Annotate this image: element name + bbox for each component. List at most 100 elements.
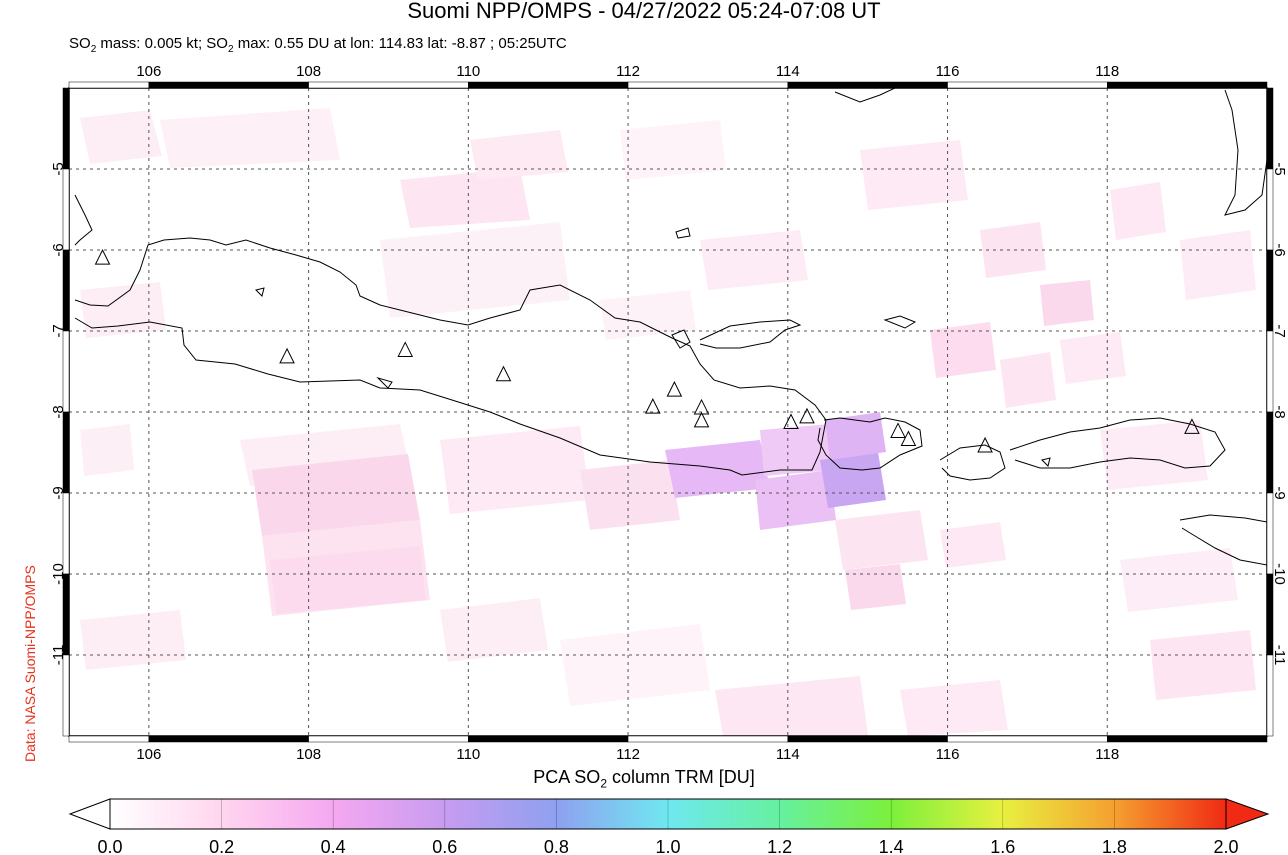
lat-tick-label-right: -11	[1271, 645, 1288, 666]
so2-pixel	[80, 110, 162, 164]
colorbar-tick-label: 1.0	[655, 837, 680, 855]
frame-bar-right	[1266, 654, 1274, 737]
so2-pixel	[835, 510, 928, 570]
frame-bar-top	[308, 81, 469, 89]
island-small-5	[883, 315, 917, 329]
colorbar-tick-label: 1.6	[990, 837, 1015, 855]
so2-pixel	[80, 282, 166, 338]
coastline-layer	[74, 88, 1267, 566]
so2-pixel	[1060, 332, 1126, 384]
so2-pixel	[860, 140, 968, 210]
frame-bar-bottom	[308, 735, 469, 743]
lon-tick-label-top: 118	[1095, 63, 1119, 80]
colorbar-tick-label: 0.4	[321, 837, 346, 855]
frame-bar-bottom	[787, 735, 948, 743]
lat-tick-label-left: -10	[50, 563, 67, 585]
volcano-marker	[279, 347, 295, 364]
lon-tick-label-top: 106	[136, 63, 161, 80]
frame-bar-right	[1266, 87, 1274, 170]
colorbar-min-arrow	[68, 798, 111, 830]
so2-pixel	[252, 454, 420, 536]
frame-bar-top	[787, 81, 948, 89]
colorbar-tick-label: 0.8	[544, 837, 569, 855]
volcano-marker	[799, 407, 815, 424]
colorbar: 0.0 0.2 0.4 0.6 0.8 1.0 1.2 1.4 1.6 1.8 2.0	[68, 798, 1270, 855]
bali-coastline	[817, 417, 923, 471]
lat-tick-label-right: -6	[1271, 243, 1288, 256]
volcano-marker	[495, 365, 512, 382]
so2-pixel	[620, 120, 726, 180]
so2-pixel	[845, 564, 906, 610]
colorbar-tick-label: 0.2	[209, 837, 234, 855]
island-small-1	[675, 227, 691, 239]
island-small-6	[376, 376, 393, 389]
lon-tick-label-bottom: 114	[776, 746, 800, 763]
colorbar-tick-label: 1.8	[1102, 837, 1127, 855]
so2-summary: SO2 mass: 0.005 kt; SO2 max: 0.55 DU at …	[69, 35, 567, 55]
volcano-marker	[94, 248, 111, 265]
so2-pixel	[820, 452, 886, 508]
colorbar-tick-label: 0.6	[432, 837, 457, 855]
so2-pixel	[980, 222, 1046, 278]
volcano-marker	[783, 413, 799, 430]
so2-pixel	[715, 676, 868, 736]
lon-tick-label-bottom: 110	[456, 746, 480, 763]
so2-pixel	[600, 290, 696, 340]
island-small-2	[255, 287, 265, 297]
frame-bar-right	[1266, 168, 1274, 251]
so2-pixel	[560, 624, 710, 706]
lat-tick-label-right: -8	[1271, 405, 1288, 418]
frame-bar-top	[68, 81, 150, 89]
lon-tick-label-top: 110	[456, 63, 480, 80]
frame-bar-right	[1266, 330, 1274, 413]
lon-tick-label-bottom: 116	[936, 746, 960, 763]
colorbar-label: PCA SO2 column TRM [DU]	[533, 767, 755, 791]
sumatra-coastline	[74, 194, 93, 246]
lon-tick-label-bottom: 108	[296, 746, 321, 763]
so2-pixel	[940, 522, 1006, 568]
island-small-4	[671, 329, 691, 349]
lon-tick-label-top: 112	[616, 63, 640, 80]
colorbar-tick-label: 1.2	[767, 837, 792, 855]
sulawesi-coastline	[1224, 89, 1267, 216]
frame-bar-left	[62, 573, 70, 656]
colorbar-ticks: 0.0 0.2 0.4 0.6 0.8 1.0 1.2 1.4 1.6 1.8 2.0	[97, 799, 1239, 855]
colorbar-tick-label: 1.4	[879, 837, 904, 855]
frame-bar-left	[62, 654, 70, 737]
so2-pixel	[1180, 230, 1256, 300]
lon-tick-label-bottom: 112	[616, 746, 640, 763]
frame-bar-left	[62, 330, 70, 413]
so2-pixel	[1120, 548, 1238, 612]
lon-tick-label-top: 108	[296, 63, 321, 80]
lat-tick-label-left: -8	[50, 405, 67, 418]
lat-tick-label-right: -5	[1271, 162, 1288, 175]
so2-pixel	[755, 470, 836, 530]
volcano-marker	[900, 430, 917, 447]
so2-pixel	[665, 440, 770, 498]
lon-tick-label-bottom: 106	[136, 746, 161, 763]
graticule	[69, 88, 1267, 736]
so2-pixel	[825, 412, 886, 460]
lat-tick-label-left: -11	[50, 645, 67, 666]
chart-title: Suomi NPP/OMPS - 04/27/2022 05:24-07:08 …	[407, 0, 881, 23]
so2-pixel	[1000, 352, 1056, 408]
frame-bar-left	[62, 492, 70, 575]
frame-bar-top	[947, 81, 1108, 89]
java-coastline	[74, 237, 827, 476]
frame-bar-right	[1266, 492, 1274, 575]
volcano-marker	[890, 422, 906, 438]
lat-tick-label-right: -9	[1271, 486, 1288, 499]
frame-bar-left	[62, 168, 70, 251]
so2-pixel	[80, 424, 134, 476]
frame-bar-bottom	[468, 735, 629, 743]
frame-bar-top	[468, 81, 629, 89]
so2-pixel	[80, 610, 186, 670]
volcano-marker	[666, 381, 683, 397]
volcano-marker	[1184, 418, 1200, 434]
lat-tick-label-left: -6	[50, 243, 67, 256]
volcano-marker	[397, 341, 414, 357]
lon-tick-label-bottom: 118	[1095, 746, 1119, 763]
lat-tick-label-left: -7	[50, 324, 67, 337]
frame-bar-right	[1266, 411, 1274, 494]
